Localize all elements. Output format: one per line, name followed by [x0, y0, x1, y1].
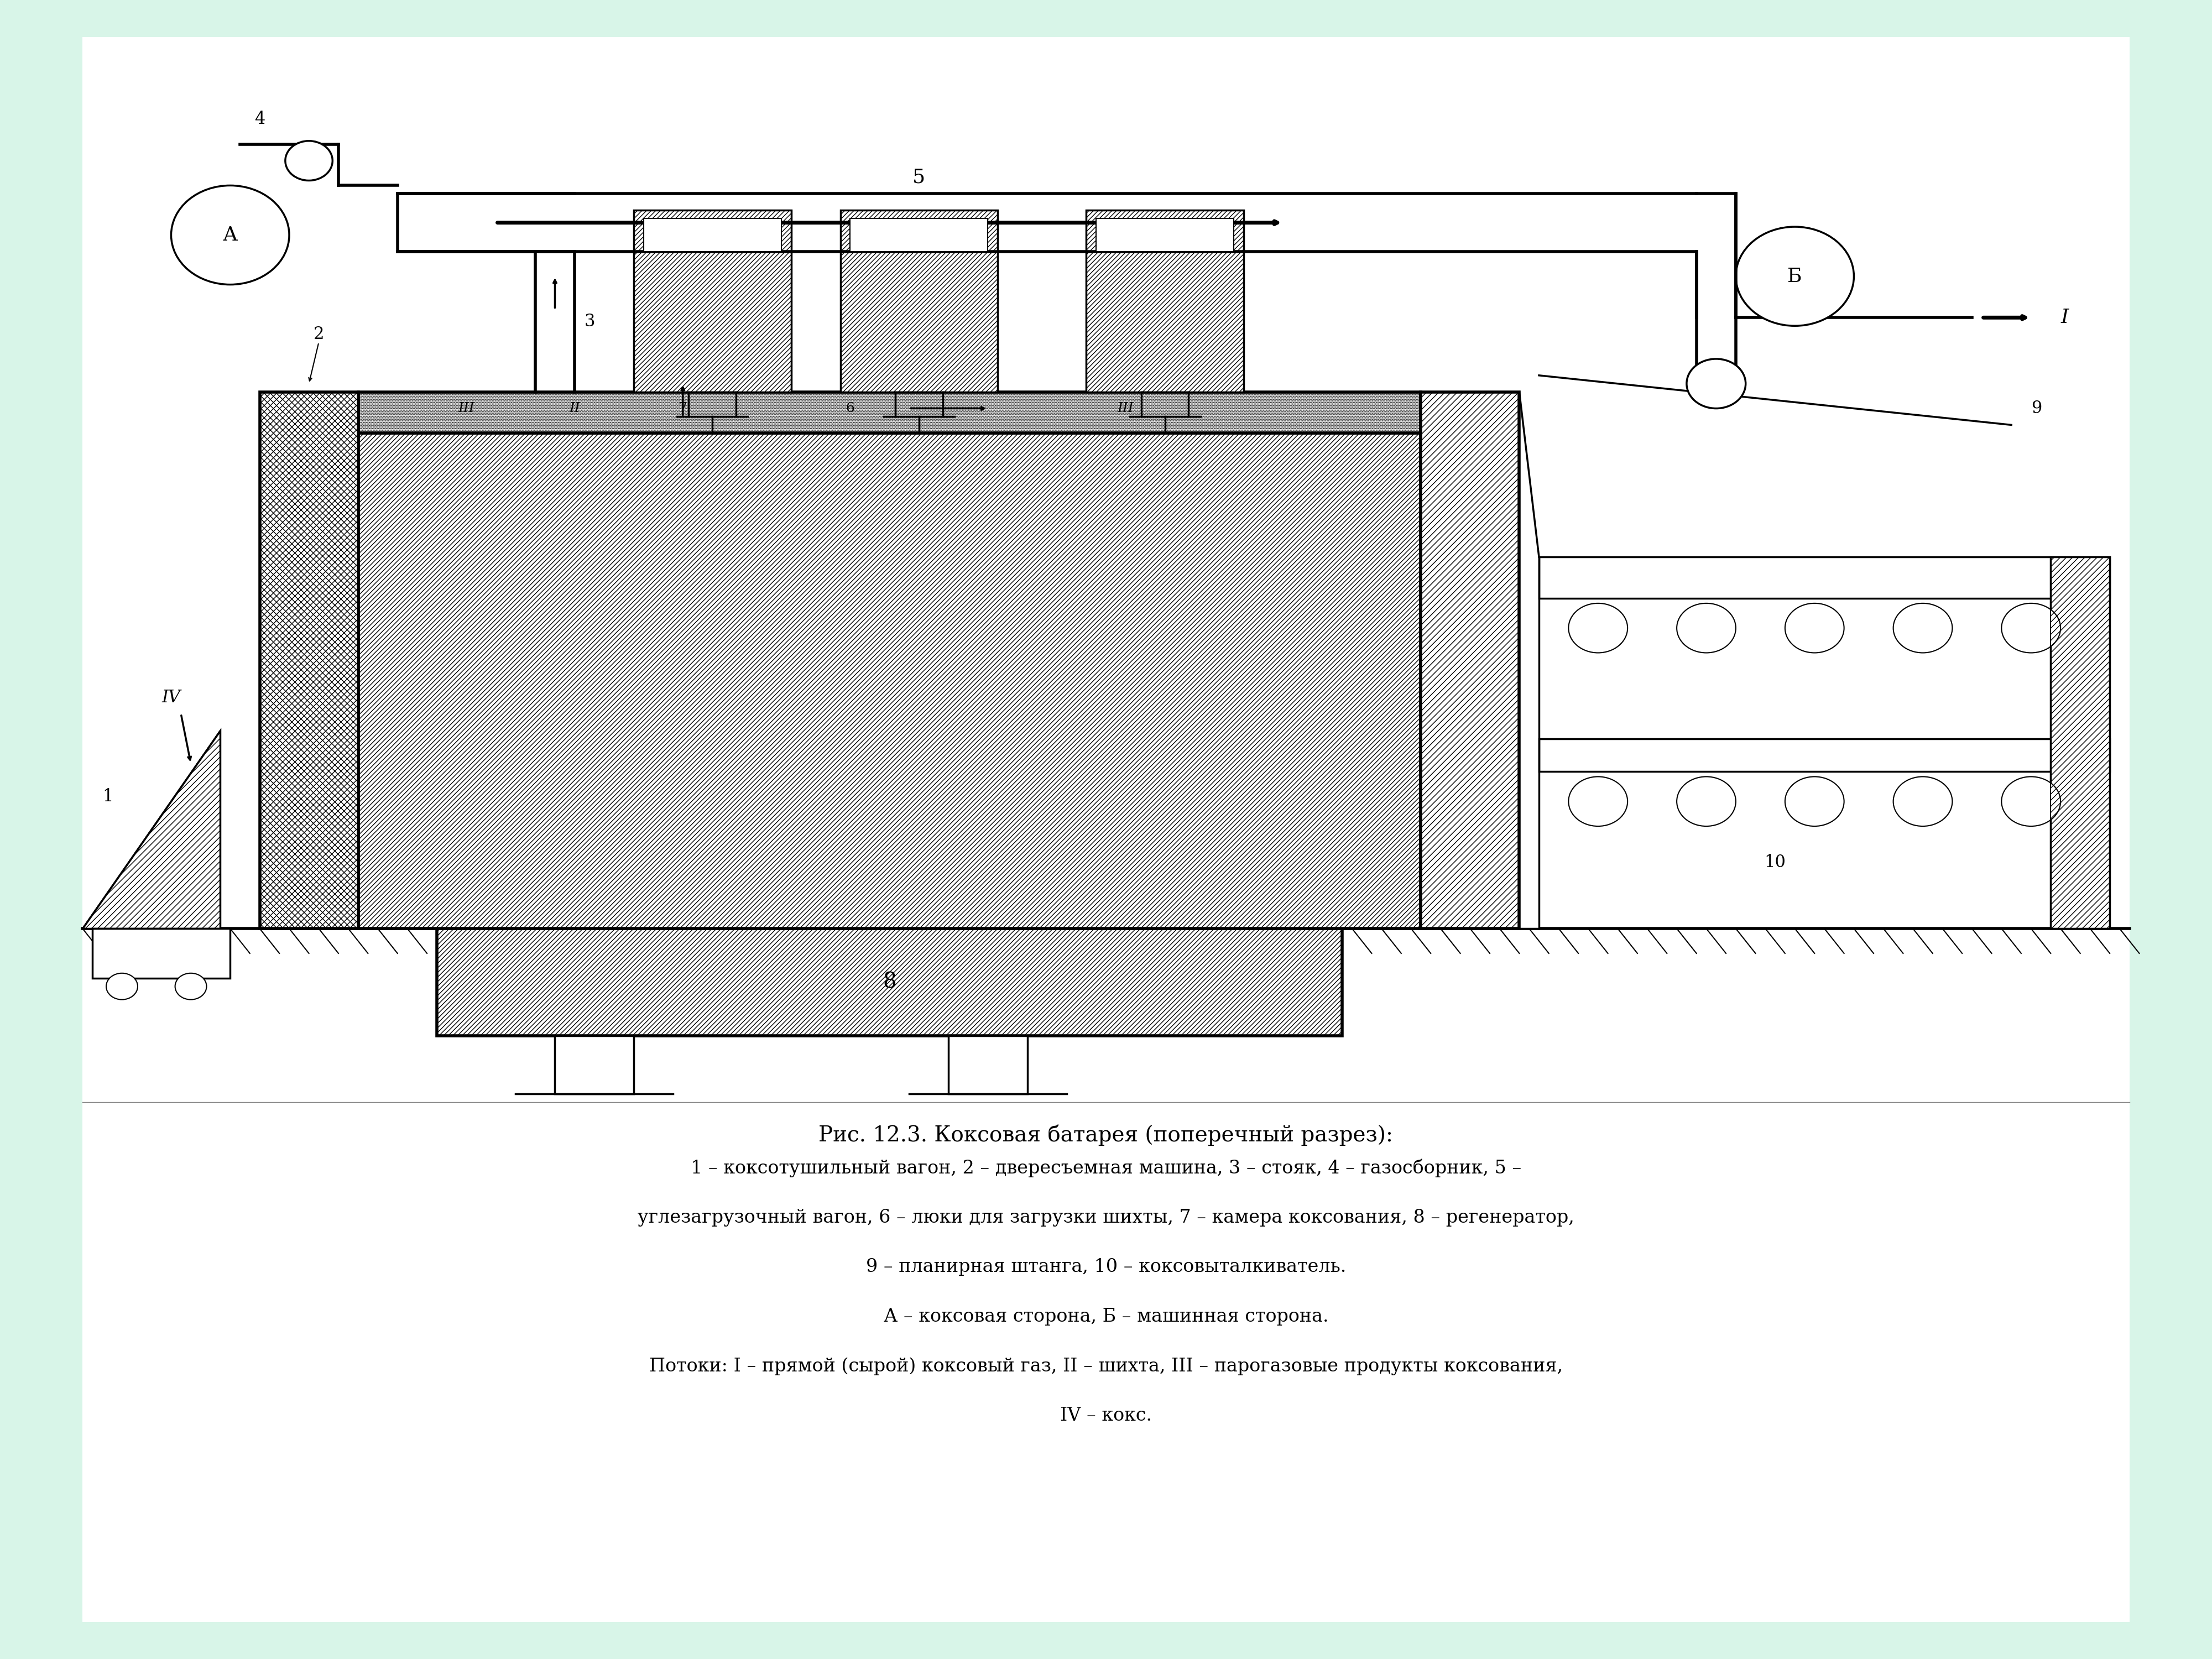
Text: 6: 6: [845, 401, 854, 415]
Circle shape: [1568, 604, 1628, 652]
Bar: [2051, 557, 2110, 929]
Bar: [849, 219, 989, 252]
Text: 7: 7: [679, 401, 688, 415]
Bar: [555, 1035, 633, 1093]
Text: III: III: [458, 401, 476, 415]
Text: А: А: [223, 226, 237, 244]
Circle shape: [1785, 604, 1845, 652]
Bar: [633, 211, 792, 392]
Bar: [358, 433, 1420, 929]
Bar: [1097, 219, 1234, 252]
Text: 1: 1: [102, 788, 113, 805]
Bar: [93, 929, 230, 979]
Bar: [1520, 392, 1540, 929]
Circle shape: [175, 974, 206, 1000]
Bar: [358, 392, 1420, 433]
Bar: [1420, 392, 1520, 929]
Text: 5: 5: [914, 168, 925, 186]
Text: 9: 9: [2031, 400, 2042, 416]
Bar: [259, 392, 358, 929]
Circle shape: [1568, 776, 1628, 826]
Bar: [841, 211, 998, 392]
Bar: [259, 392, 358, 929]
Circle shape: [1785, 776, 1845, 826]
Text: А – коксовая сторона, Б – машинная сторона.: А – коксовая сторона, Б – машинная сторо…: [883, 1307, 1329, 1326]
Bar: [949, 1035, 1026, 1093]
Circle shape: [1677, 776, 1736, 826]
Text: IV – кокс.: IV – кокс.: [1060, 1407, 1152, 1425]
Polygon shape: [82, 730, 221, 929]
Text: Б: Б: [1787, 267, 1803, 285]
Text: 8: 8: [883, 972, 896, 992]
Bar: [436, 929, 1343, 1035]
Bar: [1540, 557, 2110, 599]
Bar: [644, 219, 781, 252]
Text: III: III: [1117, 401, 1135, 415]
Text: IV: IV: [161, 688, 181, 707]
Text: 9 – планирная штанга, 10 – коксовыталкиватель.: 9 – планирная штанга, 10 – коксовыталкив…: [865, 1258, 1347, 1276]
Circle shape: [1893, 604, 1953, 652]
Text: II: II: [568, 401, 580, 415]
Bar: [1540, 738, 2110, 771]
Circle shape: [2002, 776, 2062, 826]
Text: 10: 10: [1765, 854, 1785, 871]
Text: 1 – коксотушильный вагон, 2 – двересъемная машина, 3 – стояк, 4 – газосборник, 5: 1 – коксотушильный вагон, 2 – двересъемн…: [690, 1158, 1522, 1178]
Circle shape: [170, 186, 290, 285]
Text: 4: 4: [254, 111, 265, 128]
Text: Рис. 12.3. Коксовая батарея (поперечный разрез):: Рис. 12.3. Коксовая батарея (поперечный …: [818, 1125, 1394, 1146]
Bar: [358, 433, 1420, 929]
Circle shape: [1736, 227, 1854, 325]
Circle shape: [1677, 604, 1736, 652]
Circle shape: [1893, 776, 1953, 826]
Bar: [2051, 557, 2110, 929]
Text: 2: 2: [314, 325, 325, 343]
Bar: [1420, 392, 1520, 929]
Bar: [633, 211, 792, 392]
Bar: [1086, 211, 1243, 392]
Text: углезагрузочный вагон, 6 – люки для загрузки шихты, 7 – камера коксования, 8 – р: углезагрузочный вагон, 6 – люки для загр…: [637, 1209, 1575, 1226]
Text: Потоки: I – прямой (сырой) коксовый газ, II – шихта, III – парогазовые продукты : Потоки: I – прямой (сырой) коксовый газ,…: [648, 1357, 1562, 1375]
Bar: [436, 929, 1343, 1035]
Circle shape: [285, 141, 332, 181]
Text: I: I: [2062, 309, 2068, 327]
Bar: [358, 392, 1420, 433]
Bar: [1086, 211, 1243, 392]
Circle shape: [2002, 604, 2062, 652]
Circle shape: [1686, 358, 1745, 408]
Text: 3: 3: [584, 314, 595, 330]
Circle shape: [106, 974, 137, 1000]
Bar: [841, 211, 998, 392]
